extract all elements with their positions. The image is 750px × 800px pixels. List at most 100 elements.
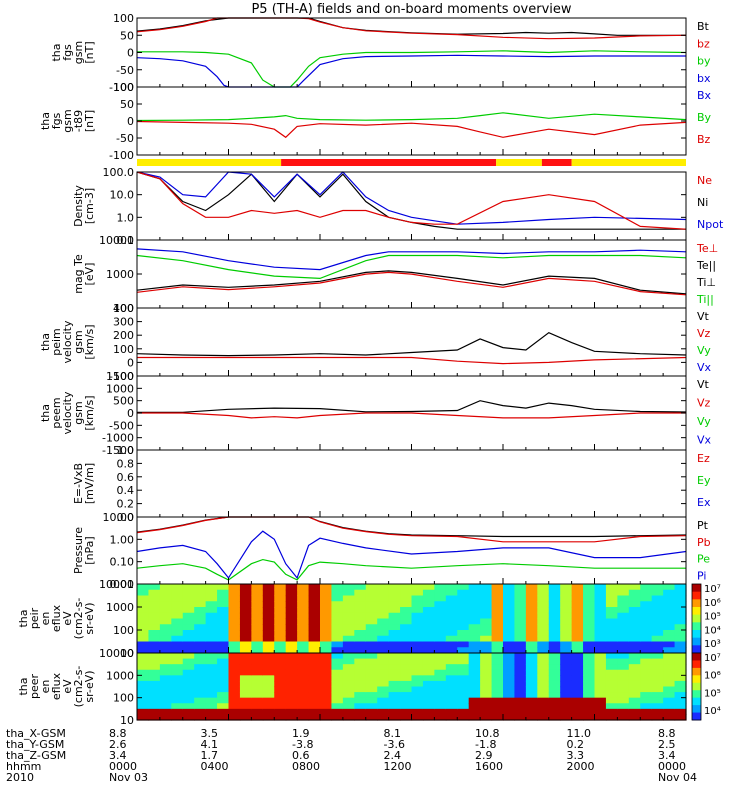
spectrogram-cell: [491, 618, 504, 625]
spectrogram-cell: [468, 669, 481, 676]
spectrogram-cell: [297, 680, 310, 688]
spectrogram-cell: [628, 647, 641, 654]
spectrogram-cell: [480, 675, 493, 682]
spectrogram-cell: [663, 669, 676, 676]
spectrogram-cell: [422, 714, 435, 721]
spectrogram-cell: [663, 647, 676, 654]
spectrogram-cell: [583, 675, 596, 682]
spectrogram-cell: [274, 658, 287, 665]
spectrogram-cell: [194, 589, 207, 597]
spectrogram-cell: [320, 680, 333, 688]
spectrogram-cell: [457, 669, 470, 676]
spectrogram-cell: [251, 692, 264, 699]
spectrogram-cell: [320, 624, 333, 631]
colorbar-segment: [692, 675, 701, 684]
y-axis-label: [km/s]: [83, 324, 96, 359]
series-line-bz: [136, 17, 687, 40]
spectrogram-cell: [651, 624, 664, 631]
spectrogram-cell: [640, 697, 653, 704]
legend-entry: Vy: [697, 344, 711, 357]
spectrogram-cell: [171, 607, 184, 614]
spectrogram-cell: [617, 624, 630, 631]
spectrogram-cell: [434, 675, 447, 682]
spectrogram-cell: [342, 601, 355, 608]
spectrogram-cell: [411, 658, 424, 665]
spectrogram-cell: [285, 612, 298, 620]
spectrogram-cell: [171, 601, 184, 608]
spectrogram-cell: [514, 714, 527, 721]
spectrogram-cell: [468, 680, 481, 688]
spectrogram-cell: [159, 675, 172, 682]
spectrogram-cell: [297, 664, 310, 671]
spectrogram-cell: [651, 653, 664, 660]
spectrogram-cell: [594, 612, 607, 620]
spectrogram-cell: [605, 680, 618, 688]
spectrogram-cell: [262, 630, 275, 637]
y-tick-label: 1000: [106, 382, 134, 395]
spectrogram-cell: [640, 635, 653, 643]
colorbar-tick-label: 10⁴: [704, 706, 721, 717]
spectrogram-cell: [651, 703, 664, 710]
spectrogram-cell: [422, 692, 435, 699]
colorbar-segment: [692, 645, 701, 654]
spectrogram-cell: [377, 647, 390, 654]
spectrogram-cell: [663, 618, 676, 625]
spectrogram-cell: [148, 697, 161, 704]
spectrogram-cell: [400, 653, 413, 660]
spectrogram-cell: [434, 601, 447, 608]
spectrogram-cell: [217, 680, 230, 688]
spectrogram-cell: [605, 612, 618, 620]
spectrogram-cell: [605, 664, 618, 671]
spectrogram-cell: [331, 607, 344, 614]
spectrogram-cell: [194, 635, 207, 643]
spectrogram-cell: [480, 618, 493, 625]
spectrogram-cell: [514, 589, 527, 597]
spectrogram-cell: [617, 703, 630, 710]
spectrogram-cell: [594, 664, 607, 671]
spectrogram-cell: [605, 584, 618, 591]
spectrogram-cell: [537, 641, 550, 648]
colorbar-segment: [692, 682, 701, 691]
legend-entry: Te||: [696, 259, 716, 272]
spectrogram-cell: [571, 612, 584, 620]
spectrogram-cell: [617, 714, 630, 721]
spectrogram-cell: [342, 675, 355, 682]
spectrogram-cell: [285, 584, 298, 591]
spectrogram-cell: [137, 675, 150, 682]
spectrogram-cell: [148, 708, 161, 716]
spectrogram-cell: [239, 607, 252, 614]
spectrogram-cell: [148, 675, 161, 682]
spectrogram-cell: [342, 653, 355, 660]
spectrogram-cell: [605, 703, 618, 710]
y-tick-label: 0.10: [110, 556, 135, 569]
spectrogram-cell: [480, 624, 493, 631]
spectrogram-cell: [342, 630, 355, 637]
spectrogram-cell: [640, 708, 653, 716]
spectrogram-cell: [285, 653, 298, 660]
spectrogram-cell: [583, 647, 596, 654]
series-line-Vt: [137, 400, 687, 413]
legend-entry: bz: [697, 37, 710, 50]
spectrogram-cell: [674, 584, 687, 591]
spectrogram-cell: [503, 624, 516, 631]
spectrogram-cell: [434, 612, 447, 620]
spectrogram-cell: [228, 692, 241, 699]
spectrogram-cell: [377, 584, 390, 591]
spectrogram-cell: [365, 675, 378, 682]
spectrogram-cell: [354, 692, 367, 699]
spectrogram-cell: [308, 589, 321, 597]
y-axis-label: fgs: [50, 112, 63, 129]
spectrogram-cell: [457, 658, 470, 665]
spectrogram-cell: [171, 658, 184, 665]
y-tick-label: -1000: [102, 432, 134, 445]
spectrogram-cell: [663, 680, 676, 688]
spectrogram-cell: [388, 630, 401, 637]
spectrogram-cell: [194, 708, 207, 716]
spectrogram-cell: [342, 686, 355, 693]
spectrogram-cell: [331, 664, 344, 671]
spectrogram-cell: [365, 664, 378, 671]
spectrogram-cell: [457, 630, 470, 637]
spectrogram-cell: [503, 686, 516, 693]
spectrogram-cell: [422, 607, 435, 614]
spectrogram-cell: [628, 686, 641, 693]
